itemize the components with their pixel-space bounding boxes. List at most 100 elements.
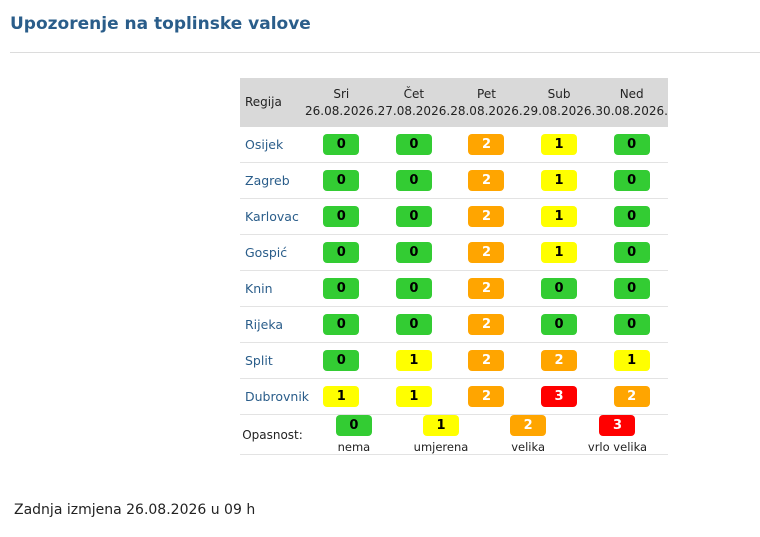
level-cell: 0 xyxy=(595,198,668,235)
warning-level-badge: 2 xyxy=(468,350,505,371)
level-cell: 0 xyxy=(305,127,378,163)
table-row: Osijek 0 0 2 1 0 xyxy=(240,127,668,163)
level-cell: 1 xyxy=(522,234,596,271)
level-cell: 2 xyxy=(450,234,523,271)
table-header-row: Regija Sri 26.08.2026. Čet 27.08.2026. Pet… xyxy=(240,78,668,127)
level-cell: 0 xyxy=(595,162,668,199)
warning-level-badge: 0 xyxy=(323,278,360,299)
level-cell: 2 xyxy=(450,378,523,415)
warning-level-badge: 0 xyxy=(395,314,432,335)
level-cell: 1 xyxy=(522,162,596,199)
level-cell: 0 xyxy=(305,306,378,343)
legend-item: 2 velika xyxy=(510,415,547,454)
level-cell: 2 xyxy=(450,270,523,307)
day-header-3: Sub 29.08.2026. xyxy=(522,78,596,127)
warning-level-badge: 0 xyxy=(395,278,432,299)
warning-level-badge: 1 xyxy=(541,242,578,263)
warning-level-badge: 0 xyxy=(395,206,432,227)
level-cell: 3 xyxy=(522,378,596,415)
warning-level-badge: 0 xyxy=(395,170,432,191)
legend-caption: velika xyxy=(511,440,545,454)
level-cell: 2 xyxy=(450,306,523,343)
level-cell: 1 xyxy=(522,127,596,163)
warning-level-badge: 0 xyxy=(613,242,650,263)
level-cell: 2 xyxy=(450,162,523,199)
warning-level-badge: 2 xyxy=(468,314,505,335)
legend-item: 0 nema xyxy=(335,415,372,454)
warning-level-badge: 1 xyxy=(323,386,360,407)
legend-row: Opasnost: 0 nema 1 umjerena 2 velika 3 vrlo vel… xyxy=(240,414,668,455)
warning-level-badge: 1 xyxy=(613,350,650,371)
region-link[interactable]: Osijek xyxy=(240,127,305,163)
level-cell: 1 xyxy=(377,378,451,415)
level-cell: 1 xyxy=(377,342,451,379)
warning-level-badge: 0 xyxy=(395,134,432,155)
warning-level-badge: 0 xyxy=(323,314,360,335)
legend-item: 3 vrlo velika xyxy=(588,415,647,454)
warning-level-badge: 3 xyxy=(541,386,578,407)
level-cell: 0 xyxy=(377,162,451,199)
table-row: Knin 0 0 2 0 0 xyxy=(240,270,668,307)
level-cell: 2 xyxy=(595,378,668,415)
table-row: Dubrovnik 1 1 2 3 2 xyxy=(240,378,668,415)
table-row: Karlovac 0 0 2 1 0 xyxy=(240,198,668,235)
warning-level-badge: 1 xyxy=(541,134,578,155)
warning-level-badge: 2 xyxy=(468,206,505,227)
legend-label: Opasnost: xyxy=(240,414,305,455)
region-header: Regija xyxy=(240,78,305,127)
level-cell: 0 xyxy=(377,198,451,235)
table-row: Zagreb 0 0 2 1 0 xyxy=(240,162,668,199)
warning-level-badge: 2 xyxy=(613,386,650,407)
level-cell: 0 xyxy=(377,234,451,271)
region-link[interactable]: Rijeka xyxy=(240,306,305,343)
region-link[interactable]: Karlovac xyxy=(240,198,305,235)
table-row: Split 0 1 2 2 1 xyxy=(240,342,668,379)
region-link[interactable]: Zagreb xyxy=(240,162,305,199)
level-cell: 0 xyxy=(522,306,596,343)
level-cell: 1 xyxy=(305,378,378,415)
warning-level-badge: 1 xyxy=(541,170,578,191)
warning-level-badge: 0 xyxy=(613,206,650,227)
level-cell: 0 xyxy=(595,270,668,307)
warning-level-badge: 0 xyxy=(323,242,360,263)
region-link[interactable]: Dubrovnik xyxy=(240,378,309,415)
level-cell: 0 xyxy=(305,270,378,307)
level-cell: 2 xyxy=(450,127,523,163)
warning-level-badge: 2 xyxy=(468,170,505,191)
table-row: Gospić 0 0 2 1 0 xyxy=(240,234,668,271)
warning-level-badge: 2 xyxy=(468,134,505,155)
day-header-4: Ned 30.08.2026. xyxy=(595,78,668,127)
region-link[interactable]: Split xyxy=(240,342,305,379)
warning-level-badge: 0 xyxy=(541,314,578,335)
last-updated: Zadnja izmjena 26.08.2026 u 09 h xyxy=(14,502,256,518)
level-cell: 0 xyxy=(305,198,378,235)
warning-level-badge: 0 xyxy=(323,206,360,227)
level-cell: 0 xyxy=(595,234,668,271)
warning-level-badge: 0 xyxy=(395,242,432,263)
table-row: Rijeka 0 0 2 0 0 xyxy=(240,306,668,343)
warning-level-badge: 2 xyxy=(468,278,505,299)
level-cell: 0 xyxy=(522,270,596,307)
level-cell: 2 xyxy=(522,342,596,379)
page-title: Upozorenje na toplinske valove xyxy=(10,14,311,34)
region-link[interactable]: Knin xyxy=(240,270,305,307)
legend-badge: 3 xyxy=(599,415,636,436)
day-header-0: Sri 26.08.2026. xyxy=(305,78,378,127)
legend-badge: 0 xyxy=(335,415,372,436)
warning-level-badge: 0 xyxy=(613,134,650,155)
warning-level-badge: 0 xyxy=(541,278,578,299)
level-cell: 0 xyxy=(305,342,378,379)
legend-caption: nema xyxy=(337,440,371,454)
region-link[interactable]: Gospić xyxy=(240,234,305,271)
warning-level-badge: 0 xyxy=(613,314,650,335)
legend-badge: 2 xyxy=(510,415,547,436)
level-cell: 2 xyxy=(450,198,523,235)
warning-level-badge: 0 xyxy=(323,134,360,155)
warning-level-badge: 2 xyxy=(468,386,505,407)
level-cell: 0 xyxy=(305,162,378,199)
warning-level-badge: 0 xyxy=(613,170,650,191)
level-cell: 2 xyxy=(450,342,523,379)
level-cell: 0 xyxy=(305,234,378,271)
legend-badge: 1 xyxy=(423,415,459,436)
level-cell: 0 xyxy=(595,127,668,163)
